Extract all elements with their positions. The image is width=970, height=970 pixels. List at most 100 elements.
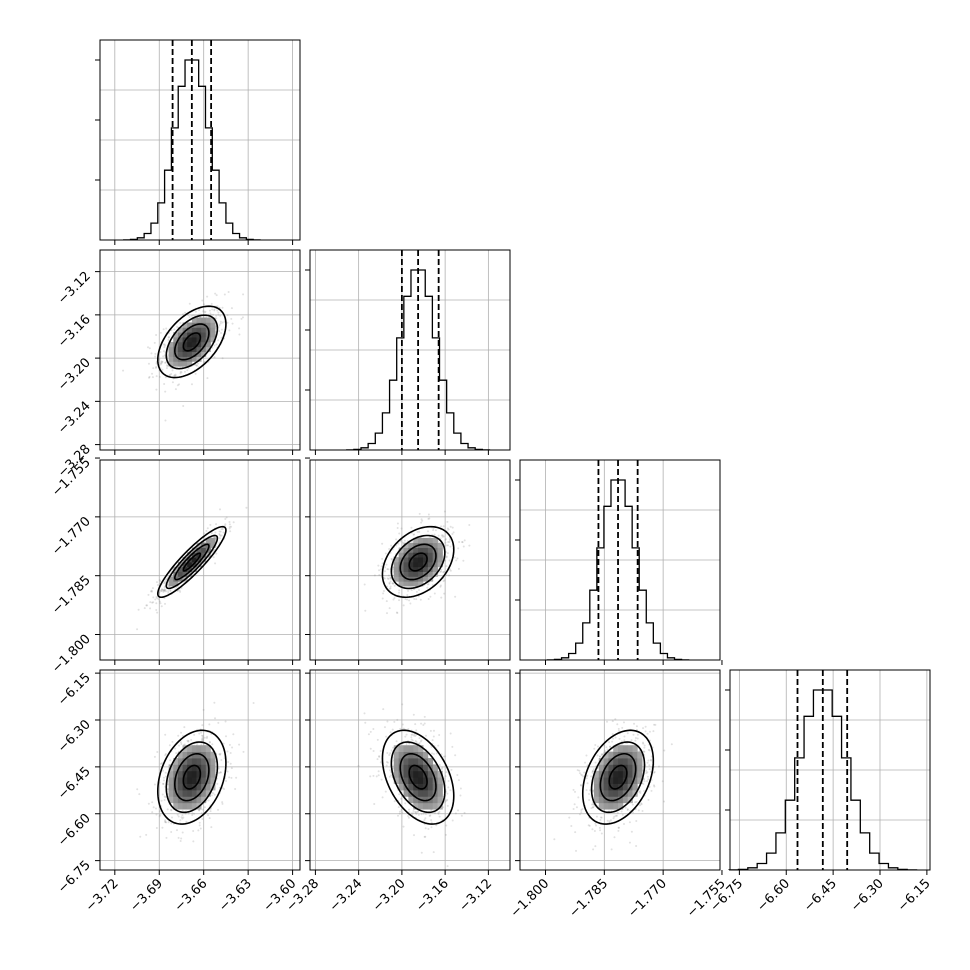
sample-point	[650, 759, 653, 762]
density-cell	[182, 789, 188, 797]
sample-point	[388, 582, 391, 585]
sample-point	[442, 535, 445, 538]
sample-point	[392, 568, 395, 571]
panel-frame	[519, 459, 721, 661]
sample-point	[160, 589, 163, 592]
sample-point	[444, 538, 447, 541]
sample-point	[240, 317, 243, 320]
sample-point	[209, 312, 212, 315]
density-cell	[408, 542, 414, 548]
density-cell	[403, 557, 409, 563]
sample-point	[642, 783, 645, 786]
density-cell	[637, 770, 643, 778]
sample-point	[624, 806, 627, 809]
sample-point	[437, 812, 440, 815]
density-cell	[210, 758, 216, 765]
sample-point	[228, 521, 231, 524]
sample-point	[201, 735, 204, 738]
density-cell	[177, 783, 183, 791]
sample-point	[454, 812, 457, 815]
density-cell	[168, 351, 174, 357]
pair-panel-4-3: −1.800 −1.785 −1.770 −1.755	[508, 669, 729, 921]
density-cell	[201, 789, 207, 797]
sample-point	[164, 819, 167, 822]
density-cell	[177, 764, 183, 772]
density-cell	[168, 770, 174, 778]
density-cell	[177, 566, 183, 572]
density-cell	[210, 777, 216, 784]
density-cell	[173, 356, 179, 362]
density-cell	[168, 356, 174, 362]
sample-point	[167, 590, 170, 593]
sample-point	[158, 375, 161, 378]
x-tick-label: −3.24	[327, 876, 366, 915]
sample-point	[399, 727, 402, 730]
sample-point	[592, 790, 595, 793]
sample-point	[372, 727, 375, 730]
sample-point	[441, 535, 444, 538]
sample-point	[160, 605, 163, 608]
sample-point	[155, 827, 158, 830]
density-cell	[393, 576, 400, 582]
sample-point	[591, 806, 594, 809]
sample-point	[210, 826, 213, 829]
sample-point	[155, 602, 158, 605]
density-cell	[196, 542, 202, 548]
sample-point	[389, 752, 392, 755]
density-cell	[393, 561, 400, 568]
sample-point	[416, 531, 419, 534]
density-cell	[201, 351, 207, 357]
sample-point	[147, 593, 150, 596]
pair-panel-3-1: −1.800−1.785−1.770−1.755	[49, 455, 301, 676]
density-cell	[408, 770, 414, 778]
density-cell	[201, 341, 207, 348]
sample-point	[388, 581, 391, 584]
sample-point	[197, 362, 200, 365]
sample-point	[427, 513, 430, 516]
sample-point	[171, 369, 174, 372]
contour-line	[182, 332, 202, 352]
density-cell	[182, 361, 188, 367]
sample-point	[420, 813, 423, 816]
density-cell	[398, 777, 404, 784]
sample-point	[455, 559, 458, 562]
sample-point	[636, 733, 639, 736]
sample-point	[159, 590, 162, 593]
sample-point	[192, 840, 195, 843]
sample-point	[218, 324, 221, 327]
sample-point	[154, 598, 157, 601]
x-tick-label: −3.72	[83, 876, 122, 915]
sample-point	[572, 788, 575, 791]
sample-point	[201, 299, 204, 302]
sample-point	[642, 789, 645, 792]
sample-point	[393, 584, 396, 587]
sample-point	[165, 364, 168, 367]
sample-point	[634, 739, 637, 742]
sample-point	[213, 344, 216, 347]
sample-point	[412, 533, 415, 536]
sample-point	[163, 589, 166, 592]
panel-frame	[309, 459, 511, 661]
density-cell	[173, 783, 179, 791]
sample-point	[623, 823, 626, 826]
sample-point	[186, 369, 189, 372]
x-tick-label: −3.16	[413, 876, 452, 915]
sample-point	[176, 384, 179, 387]
density-cell	[422, 576, 429, 582]
sample-point	[186, 739, 189, 742]
density-cell	[413, 758, 419, 765]
density-cell	[182, 566, 188, 572]
sample-point	[444, 775, 447, 778]
sample-point	[178, 744, 181, 747]
pair-content	[122, 290, 245, 422]
density-cell	[603, 783, 609, 791]
density-cell	[187, 327, 193, 333]
sample-point	[205, 529, 208, 532]
sample-point	[433, 533, 436, 536]
density-cell	[437, 770, 443, 778]
sample-point	[164, 775, 167, 778]
sample-point	[615, 814, 618, 817]
density-cell	[432, 796, 438, 804]
density-cell	[418, 552, 424, 558]
sample-point	[599, 755, 602, 758]
